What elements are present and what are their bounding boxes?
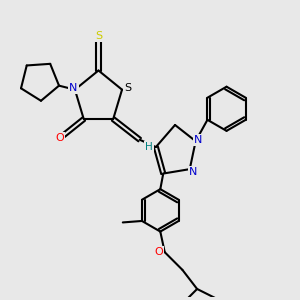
Text: H: H [145, 142, 153, 152]
Text: N: N [69, 83, 78, 93]
Text: N: N [189, 167, 197, 177]
Text: O: O [56, 133, 64, 143]
Text: O: O [154, 247, 163, 256]
Text: N: N [194, 135, 202, 145]
Text: S: S [124, 83, 131, 93]
Text: S: S [95, 31, 102, 41]
